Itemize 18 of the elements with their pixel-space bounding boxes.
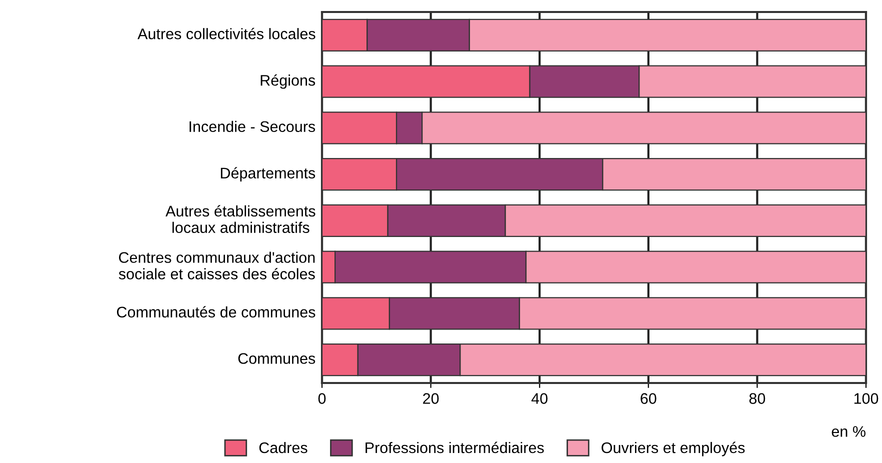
legend-label: Cadres — [259, 442, 308, 454]
y-tick-label: Départements — [220, 167, 316, 182]
legend-label: Ouvriers et employés — [602, 442, 745, 456]
x-tick-label: 0 — [318, 393, 326, 404]
y-tick-label: Autres établissements locaux administratifs — [166, 205, 316, 234]
y-tick-label: Communautés de communes — [116, 306, 316, 318]
y-tick-label: Autres collectivités locales — [138, 28, 316, 40]
x-tick-label: 100 — [854, 393, 878, 404]
x-tick-label: 80 — [749, 393, 766, 404]
y-tick-label: Incendie - Secours — [190, 120, 316, 132]
y-tick-label: Régions — [260, 74, 316, 89]
x-tick-label: 40 — [531, 393, 548, 404]
legend-label: Professions intermédiaires — [366, 442, 544, 454]
y-tick-label: Centres communaux d'action sociale et caisses des écoles — [118, 252, 315, 280]
x-axis-title: en % — [832, 426, 866, 437]
x-tick-label: 60 — [640, 393, 656, 404]
y-tick-label: Communes — [238, 353, 316, 364]
x-tick-label: 20 — [423, 393, 439, 404]
